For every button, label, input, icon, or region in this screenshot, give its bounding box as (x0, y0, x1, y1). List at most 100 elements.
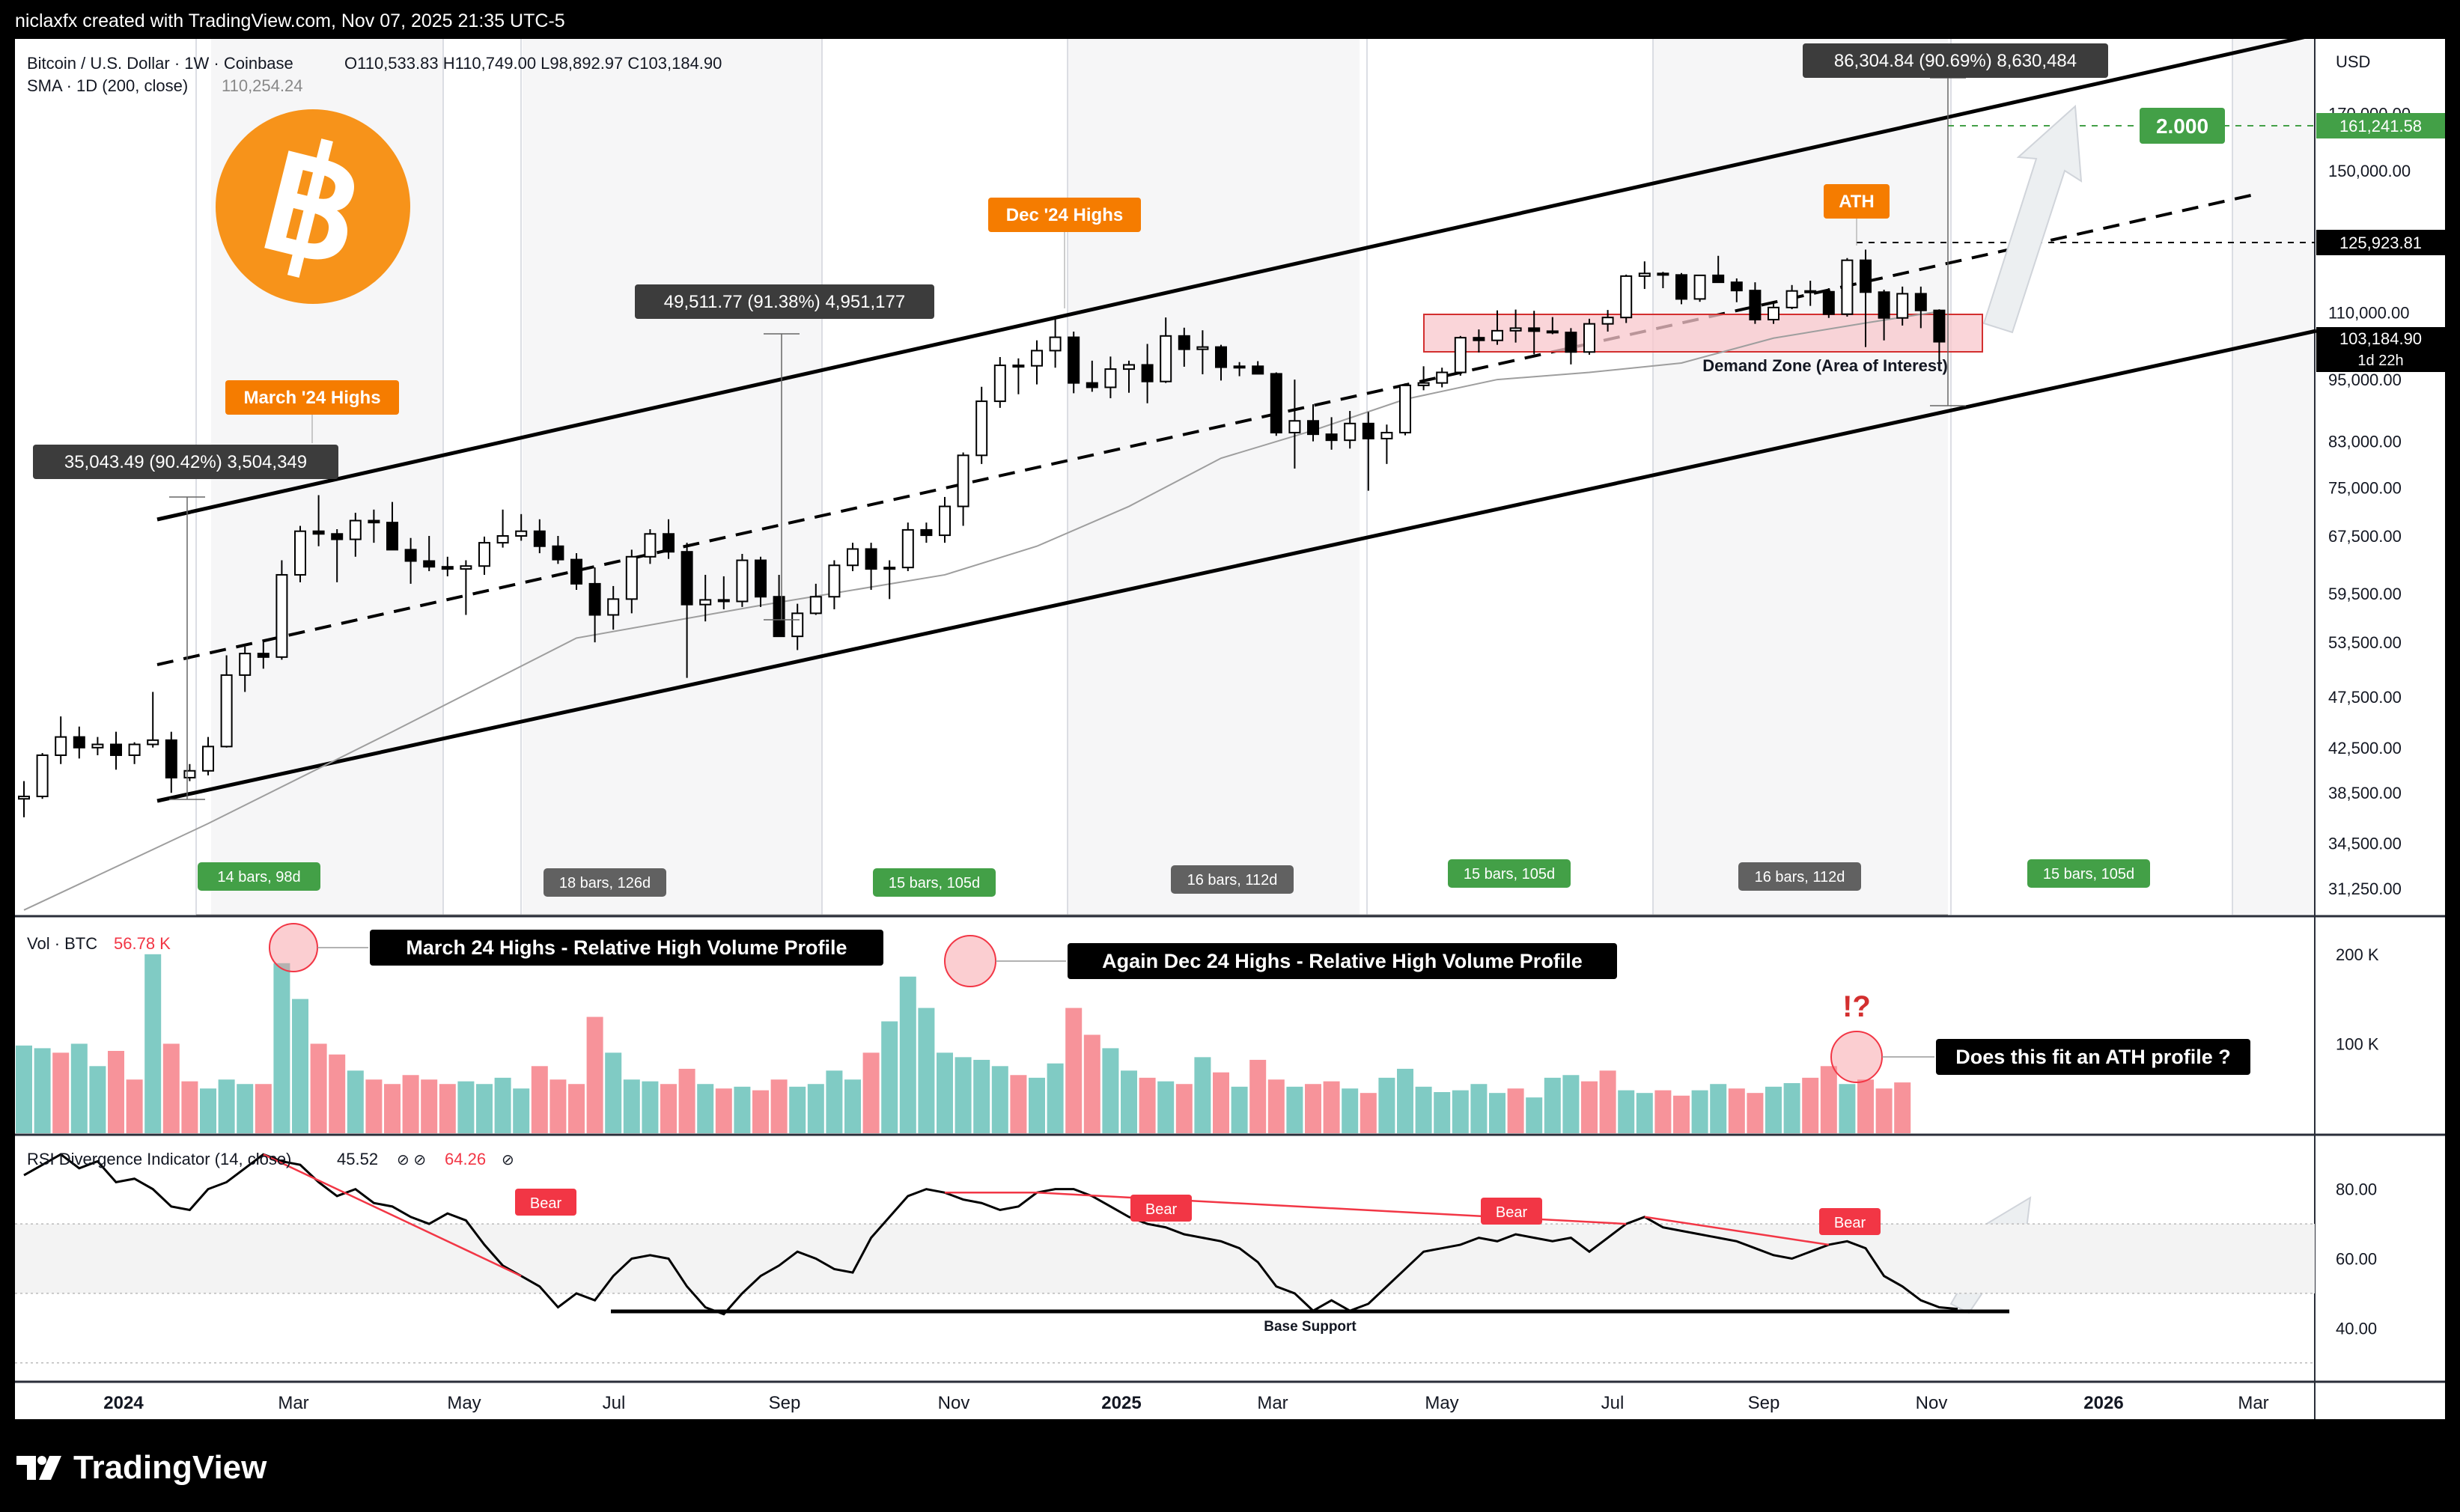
price-axis-tick: 38,500.00 (2328, 784, 2402, 802)
candle-body (957, 454, 969, 507)
candle-body (1049, 336, 1062, 352)
volume-bar (1065, 1008, 1083, 1133)
price-axis-tick: 59,500.00 (2328, 585, 2402, 603)
volume-bar (1231, 1086, 1248, 1133)
projection-arrow (1982, 104, 2083, 334)
legend-rsi-symbol3: ⊘ (502, 1152, 514, 1168)
candle-body (183, 769, 196, 778)
volume-bar (623, 1079, 640, 1133)
bar-count-box (544, 868, 666, 897)
candle-body (331, 533, 344, 540)
volume-bar (513, 1088, 530, 1133)
candle-body (1436, 371, 1449, 384)
price-axis-tick: 110,000.00 (2328, 303, 2409, 322)
candle-body (1675, 274, 1687, 300)
candle-body (1841, 259, 1854, 315)
candle-body (441, 566, 454, 570)
tradingview-wordmark: TradingView (73, 1449, 267, 1486)
volume-bar (642, 1081, 659, 1133)
volume-bar (1820, 1066, 1837, 1133)
time-axis-label: 2025 (1101, 1393, 1141, 1413)
price-axis-tick: 75,000.00 (2328, 479, 2402, 498)
volume-bar (826, 1070, 843, 1133)
legend-rsi-value: 45.52 (337, 1150, 378, 1168)
time-axis-label: Nov (1916, 1393, 1948, 1413)
sma-200-line (23, 311, 1940, 911)
candle-body (1712, 274, 1725, 284)
volume-bar (1710, 1084, 1727, 1133)
ath-label-box (1824, 184, 1890, 219)
candle-body (1104, 368, 1117, 388)
candle-body (110, 743, 122, 756)
chart-canvas[interactable]: Demand Zone (Area of Interest) Base Suppo… (15, 39, 2445, 1419)
price-axis-currency: USD (2336, 52, 2370, 71)
channel-upper-line (156, 39, 2305, 522)
candle-body (404, 549, 417, 562)
time-zone-shade (1068, 39, 1360, 915)
candle-body (939, 505, 951, 537)
volume-bar (1434, 1091, 1451, 1133)
volume-bar (1139, 1077, 1156, 1133)
legend-symbol: Bitcoin / U.S. Dollar · 1W · Coinbase (27, 54, 293, 73)
candle-body (644, 533, 657, 558)
volume-bar (568, 1084, 585, 1133)
candle-body (1491, 329, 1503, 341)
volume-bar (70, 1043, 88, 1133)
measure-label-3: 86,304.84 (90.69%) 8,630,484 (1834, 51, 2077, 71)
volume-note-ath-box (1936, 1039, 2250, 1075)
volume-bar (476, 1084, 493, 1133)
candle-body (1012, 365, 1025, 368)
candle-body (312, 530, 325, 535)
volume-bar (1305, 1084, 1321, 1133)
time-axis-label: Mar (278, 1393, 308, 1413)
bar-count-label: 18 bars, 126d (559, 875, 651, 891)
candle-body (515, 530, 528, 537)
candle-body (1417, 382, 1430, 386)
volume-axis-tick: 100 K (2336, 1034, 2379, 1053)
volume-bar (1894, 1082, 1911, 1133)
volume-bar (1581, 1081, 1598, 1133)
candle-body (1215, 346, 1227, 368)
volume-bar (347, 1070, 364, 1133)
bar-count-box (1448, 859, 1571, 888)
measure-label-1: 35,043.49 (90.42%) 3,504,349 (64, 452, 307, 472)
volume-bar (678, 1068, 695, 1133)
dec-highs-label-box (988, 198, 1141, 232)
volume-bar (1194, 1057, 1211, 1133)
legend-vol-label: Vol · BTC (27, 934, 97, 953)
volume-bar (402, 1075, 419, 1133)
legend-rsi-value2: 64.26 (445, 1150, 486, 1168)
candle-body (1288, 420, 1301, 433)
candle-body (1270, 373, 1282, 433)
candle-body (1768, 306, 1779, 320)
volume-bar (1507, 1088, 1524, 1133)
volume-bar (1452, 1090, 1469, 1133)
tradingview-logo[interactable]: TradingView (16, 1449, 267, 1487)
volume-bar (991, 1066, 1008, 1133)
volume-bar (752, 1090, 769, 1133)
candle-body (625, 555, 638, 600)
volume-note-march-box (370, 930, 883, 966)
bar-count-box (873, 868, 996, 897)
candle-body (681, 551, 693, 606)
volume-bar (162, 1043, 180, 1133)
candle-body (865, 548, 877, 570)
bar-count-box (2027, 859, 2150, 888)
volume-bar (734, 1086, 751, 1133)
volume-bar (1673, 1095, 1690, 1133)
time-axis-label: Mar (2238, 1393, 2268, 1413)
candle-body (1380, 431, 1393, 439)
bear-label-box (1130, 1195, 1192, 1222)
volume-bar (1213, 1072, 1229, 1133)
candle-body (1730, 281, 1743, 292)
candle-body (275, 573, 288, 658)
volume-bar (292, 999, 308, 1133)
price-axis-ath: 125,923.81 (2339, 234, 2422, 252)
candle-body (1141, 364, 1154, 382)
candle-body (147, 739, 159, 746)
measure-label-3-box (1803, 43, 2108, 78)
volume-bar (144, 954, 162, 1133)
volume-bar (365, 1079, 383, 1133)
candle-body (1657, 272, 1669, 276)
